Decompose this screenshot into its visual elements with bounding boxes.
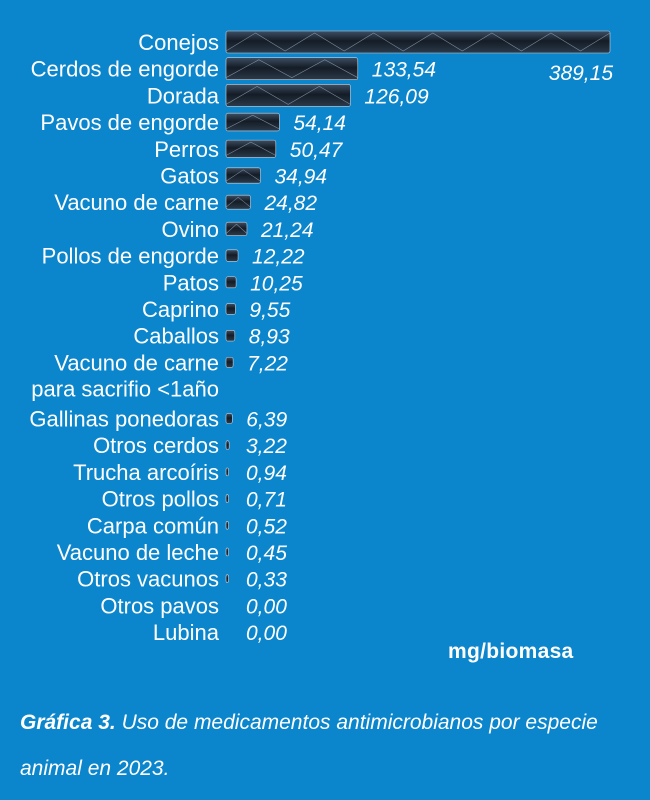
category-label-pavos-de-engorde: Pavos de engorde xyxy=(40,110,219,135)
bar-trucha-arcoiris xyxy=(225,467,229,477)
value-label-dorada: 126,09 xyxy=(364,85,429,108)
bar-vacuno-de-carne xyxy=(225,194,251,210)
value-label-pollos-de-engorde: 12,22 xyxy=(252,246,305,269)
value-label-otros-cerdos: 3,22 xyxy=(246,435,287,458)
bar-pollos-de-engorde xyxy=(225,249,239,262)
bar-texture-ovino xyxy=(225,223,248,234)
category-label-otros-vacunos: Otros vacunos xyxy=(77,567,219,592)
category-label-gatos: Gatos xyxy=(160,164,219,189)
category-label-gallinas-ponedoras: Gallinas ponedoras xyxy=(29,406,219,431)
value-label-trucha-arcoiris: 0,94 xyxy=(246,462,287,485)
category-label-patos: Patos xyxy=(163,270,219,295)
category-label-caprino: Caprino xyxy=(142,297,219,322)
value-label-otros-pavos: 0,00 xyxy=(246,595,287,618)
category-label-otros-pollos: Otros pollos xyxy=(102,487,219,512)
value-label-caprino: 9,55 xyxy=(249,299,290,322)
value-label-patos: 10,25 xyxy=(250,272,303,295)
bar-pavos-de-engorde xyxy=(225,112,280,132)
category-label-pollos-de-engorde: Pollos de engorde xyxy=(42,244,219,269)
caption-number: Gráfica 3. xyxy=(20,711,116,734)
bar-caprino xyxy=(225,303,236,315)
value-label-group: 389,15 133,54 126,09 54,14 50,47 34,94 24,82 21… xyxy=(246,59,613,645)
bar-cerdos-de-engorde xyxy=(225,57,359,81)
value-label-vacuno-de-carne-para-sacrifio-1ano: 7,22 xyxy=(247,352,288,375)
figure-caption: Gráfica 3. Uso de medicamentos antimicro… xyxy=(20,700,635,792)
category-label-perros: Perros xyxy=(154,137,219,162)
value-label-pavos-de-engorde: 54,14 xyxy=(293,112,346,135)
value-label-carpa-comun: 0,52 xyxy=(246,515,287,538)
value-label-gatos: 34,94 xyxy=(274,166,327,189)
bar-patos xyxy=(225,276,237,289)
caption-text: Uso de medicamentos antimicrobianos por … xyxy=(20,711,598,780)
bar-perros xyxy=(225,139,277,158)
category-label-caballos: Caballos xyxy=(133,324,219,349)
bar-vacuno-de-carne-para-sacrifio-1ano xyxy=(225,356,234,368)
bar-texture-conejos xyxy=(225,32,611,52)
bar-group xyxy=(225,30,611,583)
category-label-ovino: Ovino xyxy=(162,217,219,242)
category-label-otros-pavos: Otros pavos xyxy=(100,593,219,618)
value-label-perros: 50,47 xyxy=(290,139,344,162)
bar-ovino xyxy=(225,221,248,236)
unit-label: mg/biomasa xyxy=(448,640,574,663)
bar-otros-vacunos xyxy=(225,574,229,583)
category-label-cerdos-de-engorde: Cerdos de engorde xyxy=(31,57,219,82)
value-label-ovino: 21,24 xyxy=(260,219,314,242)
category-label-vacuno-de-carne: Vacuno de carne xyxy=(54,190,219,215)
bar-gatos xyxy=(225,167,261,184)
bar-texture-dorada xyxy=(225,86,351,105)
value-label-caballos: 8,93 xyxy=(249,326,290,349)
value-label-otros-vacunos: 0,33 xyxy=(246,569,287,592)
category-label-vacuno-de-leche: Vacuno de leche xyxy=(57,540,219,565)
value-label-vacuno-de-carne: 24,82 xyxy=(263,192,317,215)
bar-texture-gatos xyxy=(225,169,261,182)
value-label-lubina: 0,00 xyxy=(246,622,287,645)
bar-dorada xyxy=(225,84,351,107)
category-label-carpa-comun: Carpa común xyxy=(87,513,219,538)
bar-caballos xyxy=(225,330,236,342)
bar-gallinas-ponedoras xyxy=(225,413,233,424)
value-label-vacuno-de-leche: 0,45 xyxy=(246,542,287,565)
bar-otros-cerdos xyxy=(225,440,230,450)
category-label-trucha-arcoiris: Trucha arcoíris xyxy=(73,460,219,485)
bar-carpa-comun xyxy=(225,520,229,530)
bar-texture-cerdos-de-engorde xyxy=(225,59,358,79)
category-label-lubina: Lubina xyxy=(153,620,220,645)
bar-vacuno-de-leche xyxy=(225,547,229,557)
value-label-otros-pollos: 0,71 xyxy=(246,489,287,512)
category-label-conejos: Conejos xyxy=(138,30,219,55)
category-label-vacuno-de-carne-para-sacrifio-1ano: Vacuno de carne para sacrifio <1año xyxy=(31,350,219,401)
value-label-cerdos-de-engorde: 133,54 xyxy=(372,59,436,82)
value-label-gallinas-ponedoras: 6,39 xyxy=(246,408,287,431)
bar-texture-vacuno-de-carne xyxy=(225,196,251,208)
category-label-otros-cerdos: Otros cerdos xyxy=(93,433,219,458)
bar-otros-pollos xyxy=(225,494,229,503)
bar-texture-pavos-de-engorde xyxy=(225,114,280,130)
bar-texture-perros xyxy=(225,141,276,156)
value-label-conejos: 389,15 xyxy=(549,62,614,85)
category-label-dorada: Dorada xyxy=(147,83,220,108)
